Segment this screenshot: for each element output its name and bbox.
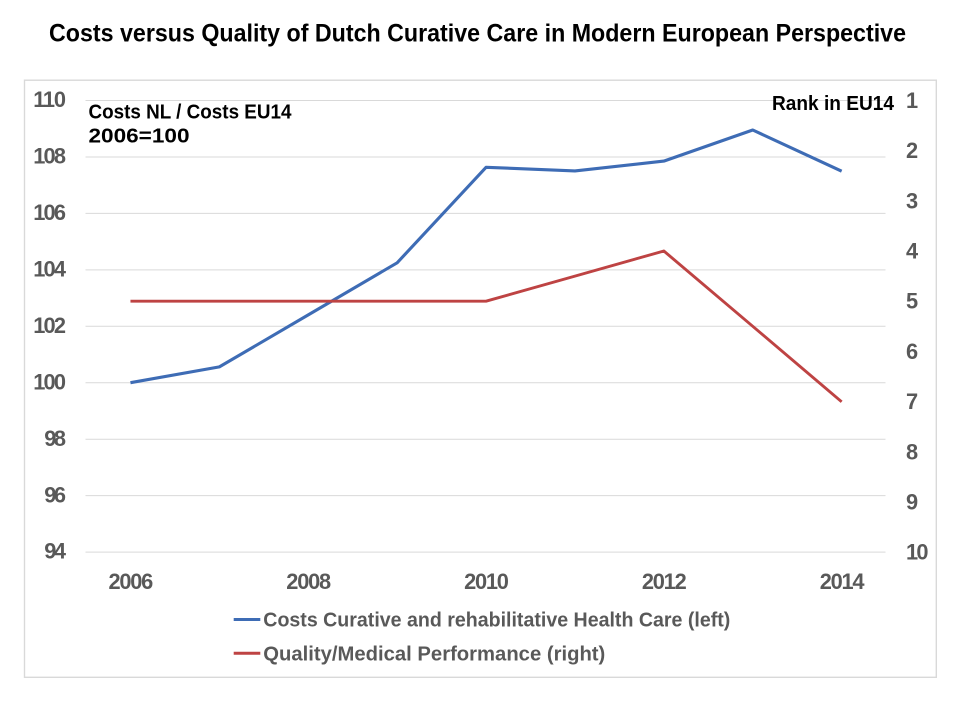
- svg-text:7: 7: [906, 389, 918, 414]
- svg-text:9: 9: [906, 489, 918, 514]
- svg-text:108: 108: [33, 144, 66, 169]
- svg-text:2012: 2012: [642, 569, 687, 594]
- svg-text:Costs versus Quality of Dutch: Costs versus Quality of Dutch Curative C…: [49, 19, 906, 47]
- svg-text:3: 3: [906, 188, 918, 213]
- svg-text:5: 5: [906, 289, 918, 314]
- svg-text:2006: 2006: [109, 569, 154, 594]
- svg-text:2008: 2008: [286, 569, 331, 594]
- svg-text:6: 6: [906, 339, 918, 364]
- svg-text:2010: 2010: [464, 569, 509, 594]
- svg-text:102: 102: [33, 313, 66, 338]
- svg-text:100: 100: [33, 369, 66, 394]
- svg-text:10: 10: [906, 540, 929, 565]
- svg-text:4: 4: [906, 239, 918, 264]
- svg-text:2: 2: [906, 138, 918, 163]
- svg-text:106: 106: [33, 200, 66, 225]
- svg-text:Costs Curative and rehabilitat: Costs Curative and rehabilitative Health…: [263, 610, 730, 632]
- svg-text:94: 94: [44, 539, 66, 564]
- svg-text:8: 8: [906, 439, 918, 464]
- svg-text:96: 96: [44, 482, 66, 507]
- svg-text:98: 98: [44, 426, 66, 451]
- svg-text:Costs NL / Costs EU14: Costs NL / Costs EU14: [89, 102, 293, 124]
- svg-text:110: 110: [33, 87, 66, 112]
- svg-text:104: 104: [33, 256, 66, 281]
- svg-text:Quality/Medical Performance (r: Quality/Medical Performance (right): [263, 643, 605, 665]
- svg-text:2006=100: 2006=100: [89, 126, 190, 148]
- svg-text:2014: 2014: [820, 569, 865, 594]
- svg-text:Rank in EU14: Rank in EU14: [772, 93, 895, 115]
- svg-text:1: 1: [906, 88, 918, 113]
